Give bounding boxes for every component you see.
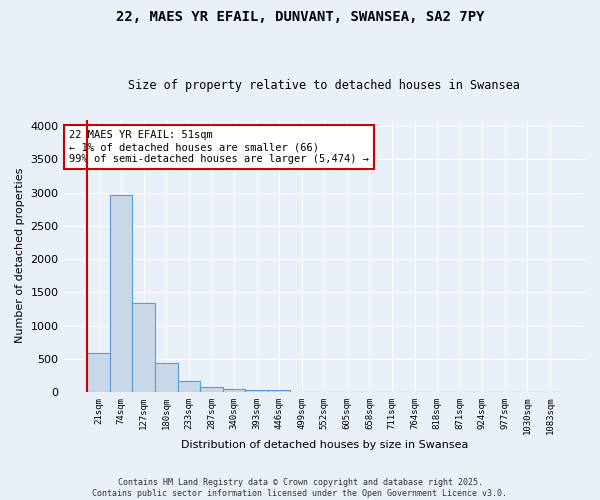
Bar (155, 364, 178, 392)
Text: 22 MAES YR EFAIL: 51sqm
← 1% of detached houses are smaller (66)
99% of semi-det: 22 MAES YR EFAIL: 51sqm ← 1% of detached… (69, 130, 369, 164)
Text: 22, MAES YR EFAIL, DUNVANT, SWANSEA, SA2 7PY: 22, MAES YR EFAIL, DUNVANT, SWANSEA, SA2… (116, 10, 484, 24)
Bar (133, 303, 155, 392)
Title: Size of property relative to detached houses in Swansea: Size of property relative to detached ho… (128, 79, 520, 92)
Y-axis label: Number of detached properties: Number of detached properties (15, 168, 25, 344)
Text: Contains HM Land Registry data © Crown copyright and database right 2025.
Contai: Contains HM Land Registry data © Crown c… (92, 478, 508, 498)
Bar (223, 390, 245, 392)
X-axis label: Distribution of detached houses by size in Swansea: Distribution of detached houses by size … (181, 440, 468, 450)
Bar (87, 354, 110, 392)
Bar (200, 387, 223, 392)
Bar (268, 390, 290, 392)
Bar (110, 196, 133, 392)
Bar (178, 382, 200, 392)
Bar (245, 390, 268, 392)
